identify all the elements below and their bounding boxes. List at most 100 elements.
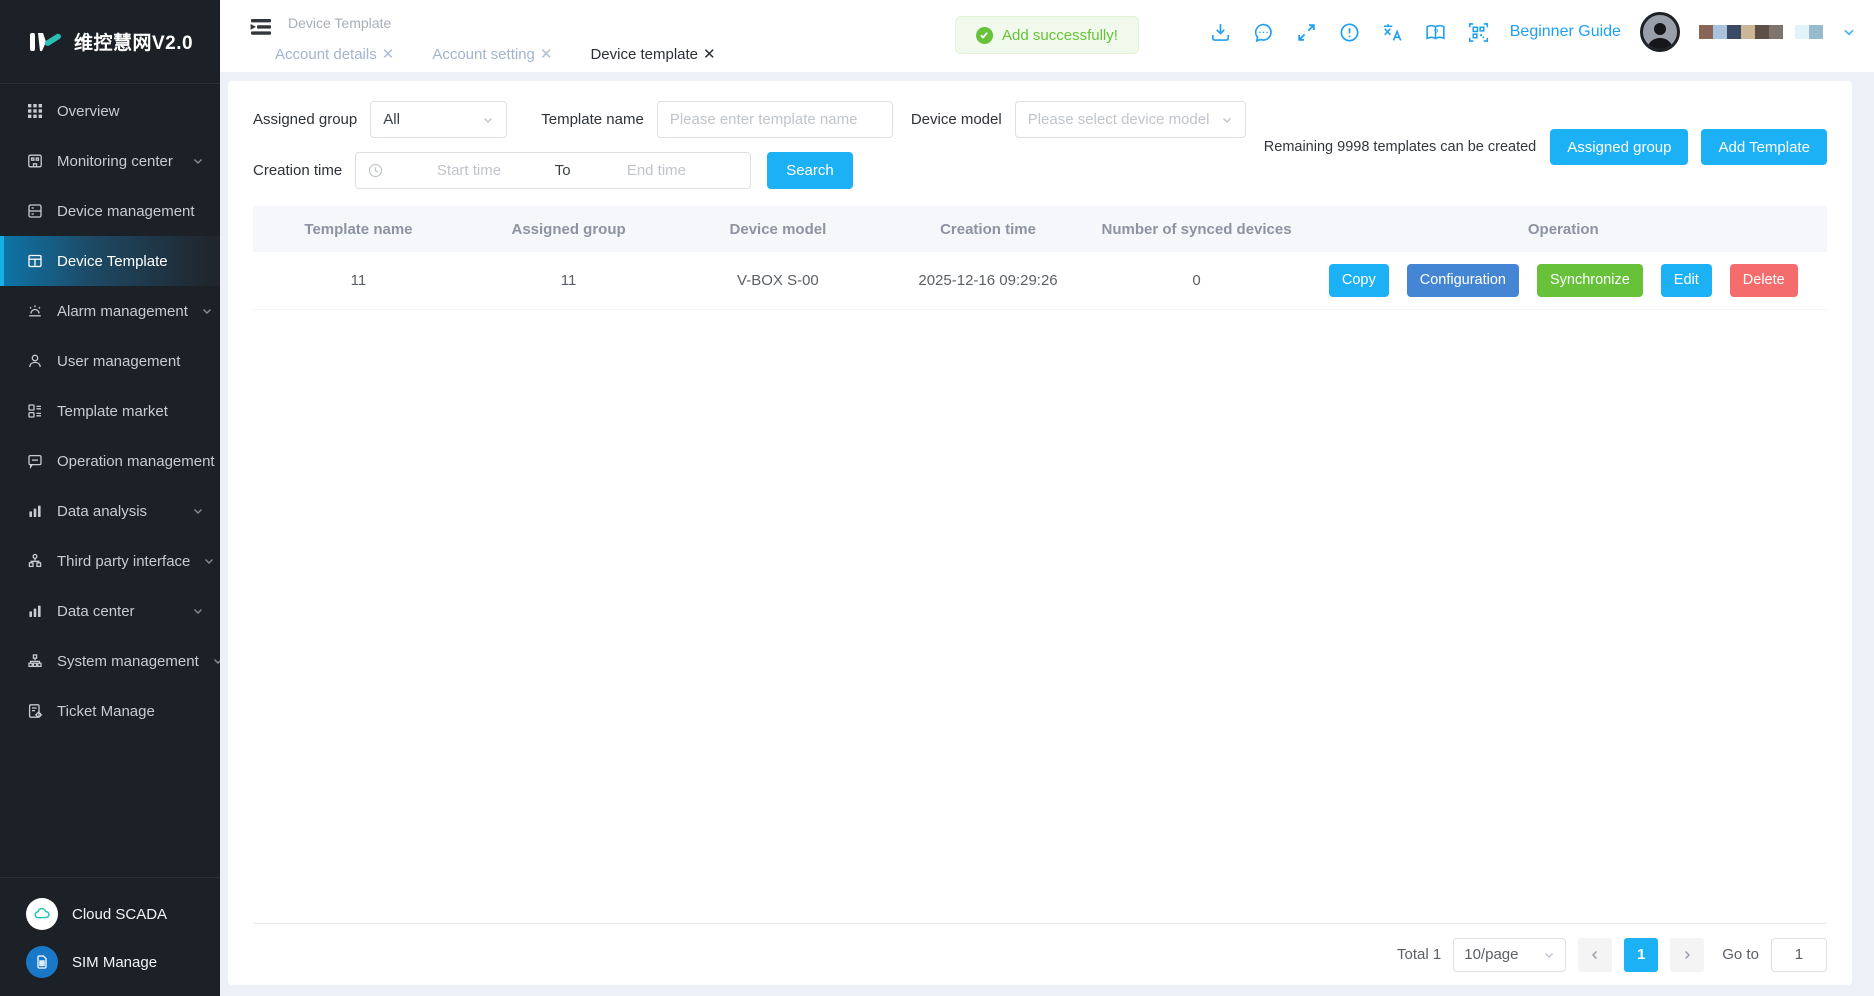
sidebar-item-ticket-manage[interactable]: Ticket Manage: [0, 686, 220, 736]
hierarchy-icon: [28, 654, 42, 668]
cloud-scada-link[interactable]: Cloud SCADA: [0, 890, 220, 938]
remaining-quota-text: Remaining 9998 templates can be created: [1263, 139, 1537, 155]
beginner-guide-link[interactable]: Beginner Guide: [1509, 23, 1621, 40]
org-tree-icon: [28, 553, 42, 568]
sidebar-item-device-template[interactable]: Device Template: [0, 236, 220, 286]
col-creation-time: Creation time: [882, 206, 1094, 252]
sidebar-item-operation-management[interactable]: Operation management: [0, 436, 220, 486]
col-synced-devices: Number of synced devices: [1093, 206, 1300, 252]
device-model-placeholder: Please select device model: [1027, 111, 1210, 128]
topbar-actions: ? Beginner Guide: [1209, 12, 1856, 52]
end-time-input[interactable]: [574, 162, 739, 179]
add-template-button[interactable]: Add Template: [1701, 129, 1827, 165]
device-model-select[interactable]: Please select device model: [1014, 101, 1246, 138]
chevron-right-icon: [1685, 950, 1691, 959]
template-name-field: [656, 101, 893, 138]
sidebar-item-label: Device management: [57, 202, 195, 220]
toast-message: Add successfully!: [1002, 26, 1118, 44]
sidebar-item-system-management[interactable]: System management: [0, 636, 220, 686]
chevron-down-icon: [194, 159, 202, 164]
sidebar-item-alarm-management[interactable]: Alarm management: [0, 286, 220, 336]
tab-label: Device template: [590, 45, 699, 63]
col-device-model: Device model: [673, 206, 883, 252]
main-area: Device Template Account details ✕ Accoun…: [220, 0, 1874, 996]
synchronize-button[interactable]: Synchronize: [1536, 263, 1643, 297]
message-icon[interactable]: [1252, 20, 1276, 44]
prev-page-button[interactable]: [1578, 937, 1613, 972]
assigned-group-label: Assigned group: [253, 111, 358, 128]
sidebar-item-data-analysis[interactable]: Data analysis: [0, 486, 220, 536]
assigned-group-button[interactable]: Assigned group: [1550, 129, 1689, 165]
avatar[interactable]: [1639, 12, 1680, 52]
fullscreen-icon[interactable]: [1295, 20, 1319, 44]
chevron-down-icon: [484, 117, 493, 123]
configuration-button[interactable]: Configuration: [1406, 263, 1519, 297]
row-operations: Copy Configuration Synchronize Edit Dele…: [1300, 263, 1827, 297]
creation-time-label: Creation time: [253, 162, 343, 179]
close-icon[interactable]: ✕: [539, 46, 553, 63]
device-template-icon: [28, 254, 42, 268]
assigned-group-value: All: [383, 111, 400, 128]
col-assigned-group: Assigned group: [463, 206, 674, 252]
sidebar-item-label: Ticket Manage: [57, 702, 155, 720]
template-name-input[interactable]: [669, 111, 880, 128]
chevron-down-icon: [205, 559, 214, 564]
sidebar-item-third-party-interface[interactable]: Third party interface: [0, 536, 220, 586]
sidebar-item-label: Template market: [57, 402, 168, 420]
col-template-name: Template name: [253, 206, 464, 252]
collapse-sidebar-icon[interactable]: [248, 16, 274, 42]
chevron-left-icon: [1592, 950, 1598, 959]
topbar: Device Template Account details ✕ Accoun…: [220, 0, 1874, 72]
help-book-icon[interactable]: ?: [1424, 20, 1448, 44]
copy-button[interactable]: Copy: [1328, 263, 1389, 297]
range-to-label: To: [554, 162, 571, 179]
chevron-down-icon: [1222, 117, 1231, 123]
close-icon[interactable]: ✕: [381, 46, 395, 63]
sim-manage-link[interactable]: SIM Manage: [0, 938, 220, 986]
start-time-input[interactable]: [387, 162, 551, 179]
tab-device-template[interactable]: Device template ✕: [590, 45, 716, 64]
qr-code-icon[interactable]: [1467, 20, 1491, 44]
sidebar-item-device-management[interactable]: Device management: [0, 186, 220, 236]
search-button[interactable]: Search: [767, 152, 853, 189]
sidebar-item-user-management[interactable]: User management: [0, 336, 220, 386]
filter-row-1: Assigned group All Template name Device …: [253, 101, 1827, 138]
goto-page-input[interactable]: [1770, 937, 1827, 972]
page-size-select[interactable]: 10/page: [1453, 937, 1567, 972]
translate-icon[interactable]: [1381, 20, 1405, 44]
templates-table: Template name Assigned group Device mode…: [253, 206, 1827, 310]
brand-name: 维控慧网V2.0: [74, 33, 194, 54]
date-range-picker[interactable]: To: [355, 152, 752, 189]
sidebar-item-template-market[interactable]: Template market: [0, 386, 220, 436]
filter-section: Assigned group All Template name Device …: [253, 101, 1827, 193]
download-icon[interactable]: [1209, 20, 1233, 44]
page-number-1[interactable]: 1: [1624, 937, 1659, 972]
operation-icon: [28, 454, 42, 470]
assigned-group-select[interactable]: All: [370, 101, 508, 138]
tab-account-details[interactable]: Account details ✕: [275, 45, 395, 64]
bar-chart-icon: [29, 605, 41, 617]
close-icon[interactable]: ✕: [703, 46, 716, 63]
sidebar-item-monitoring-center[interactable]: Monitoring center: [0, 136, 220, 186]
sidebar-item-data-center[interactable]: Data center: [0, 586, 220, 636]
table-header-row: Template name Assigned group Device mode…: [253, 206, 1827, 252]
breadcrumb: Device Template: [288, 15, 392, 31]
sidebar-item-overview[interactable]: Overview: [0, 86, 220, 136]
template-name-label: Template name: [541, 111, 644, 128]
warning-icon[interactable]: [1338, 20, 1362, 44]
edit-button[interactable]: Edit: [1660, 263, 1712, 297]
sidebar-item-label: Device Template: [57, 252, 168, 270]
content-card: Assigned group All Template name Device …: [228, 81, 1852, 985]
chevron-down-icon[interactable]: [1842, 25, 1856, 39]
cloud-scada-label: Cloud SCADA: [72, 905, 168, 923]
cell-assigned-group: 11: [463, 252, 674, 310]
redacted-username[interactable]: [1698, 25, 1823, 39]
delete-button[interactable]: Delete: [1729, 263, 1798, 297]
tab-account-setting[interactable]: Account setting ✕: [432, 45, 553, 64]
next-page-button[interactable]: [1670, 937, 1705, 972]
sidebar-item-label: Monitoring center: [57, 152, 173, 170]
cell-device-model: V-BOX S-00: [673, 252, 883, 310]
cell-synced-devices: 0: [1093, 252, 1300, 310]
template-market-icon: [28, 404, 41, 418]
